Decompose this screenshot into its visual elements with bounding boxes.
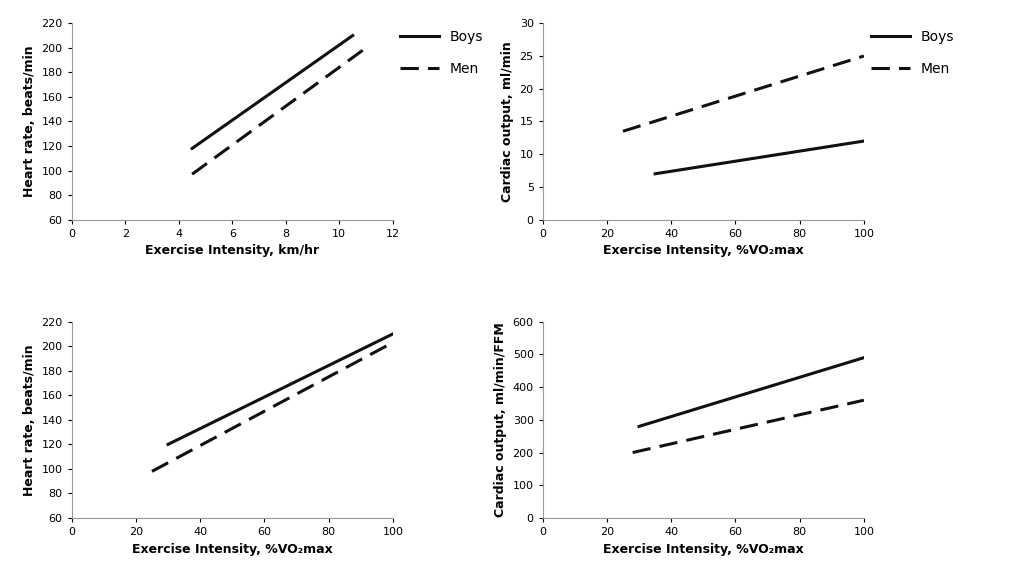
Legend: Boys, Men: Boys, Men bbox=[870, 30, 954, 76]
Legend: Boys, Men: Boys, Men bbox=[399, 30, 483, 76]
Y-axis label: Heart rate, beats/min: Heart rate, beats/min bbox=[23, 45, 36, 197]
Y-axis label: Cardiac output, ml/min/FFM: Cardiac output, ml/min/FFM bbox=[494, 322, 507, 517]
Y-axis label: Cardiac output, ml/min: Cardiac output, ml/min bbox=[501, 41, 514, 202]
X-axis label: Exercise Intensity, km/hr: Exercise Intensity, km/hr bbox=[145, 244, 319, 257]
X-axis label: Exercise Intensity, %VO₂max: Exercise Intensity, %VO₂max bbox=[132, 542, 333, 556]
Y-axis label: Heart rate, beats/min: Heart rate, beats/min bbox=[23, 344, 36, 496]
X-axis label: Exercise Intensity, %VO₂max: Exercise Intensity, %VO₂max bbox=[603, 244, 804, 257]
X-axis label: Exercise Intensity, %VO₂max: Exercise Intensity, %VO₂max bbox=[603, 542, 804, 556]
